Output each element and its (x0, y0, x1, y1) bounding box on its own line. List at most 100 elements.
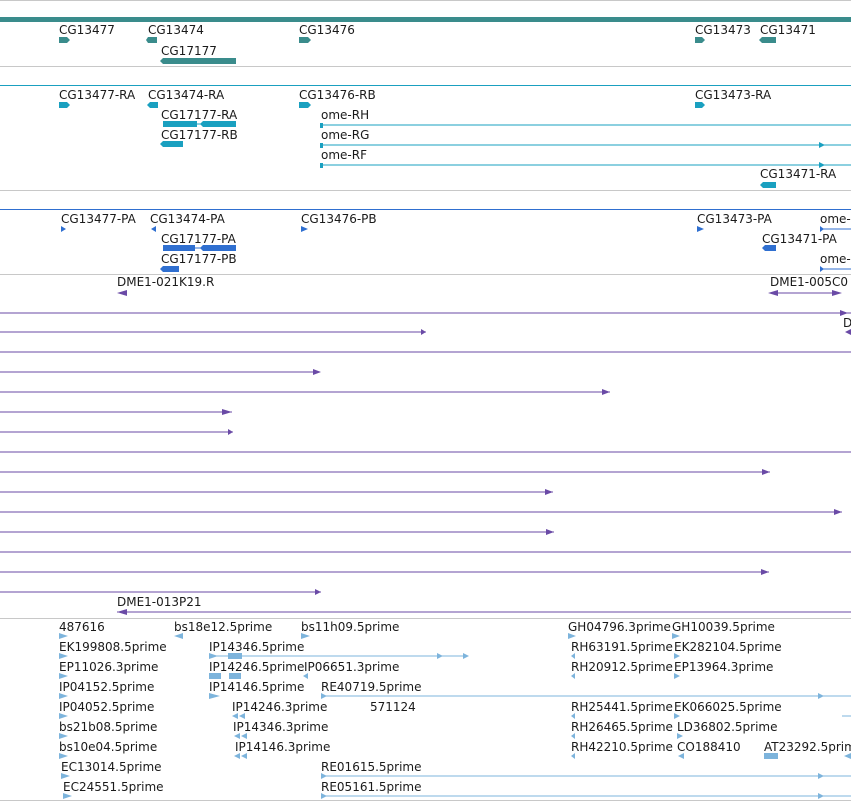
est-label-487616[interactable]: 487616 (59, 620, 105, 634)
est-label-bs18e12-5prime[interactable]: bs18e12.5prime (174, 620, 273, 634)
transcript-glyph-cg13477-ra (59, 102, 70, 108)
est-label-ip04052-5prime[interactable]: IP04052.5prime (59, 700, 155, 714)
transcript-label-cg13473-ra[interactable]: CG13473-RA (695, 88, 772, 102)
transcript-label-ome-rg[interactable]: ome-RG (321, 128, 370, 142)
est-glyph (844, 753, 851, 759)
est-glyph (59, 693, 68, 699)
est-label-bs21b08-5prime[interactable]: bs21b08.5prime (59, 720, 158, 734)
protein-label-cg13471-pa[interactable]: CG13471-PA (762, 232, 837, 246)
transcript-track-header-line (0, 85, 851, 86)
est-label-co188410[interactable]: CO188410 (677, 740, 741, 754)
est-label-bs11h09-5prime[interactable]: bs11h09.5prime (301, 620, 400, 634)
est-label-re40719-5prime[interactable]: RE40719.5prime (321, 680, 422, 694)
est-label-ip04152-5prime[interactable]: IP04152.5prime (59, 680, 155, 694)
est-label-ep13964-3prime[interactable]: EP13964.3prime (674, 660, 774, 674)
est-glyph (321, 773, 327, 779)
clone-glyph-dme1-005c0-right (832, 290, 842, 296)
est-label-bs10e04-5prime[interactable]: bs10e04.5prime (59, 740, 158, 754)
est-glyph (234, 733, 240, 739)
est-label-ld36802-5prime[interactable]: LD36802.5prime (677, 720, 778, 734)
est-label-ek282104-5prime[interactable]: EK282104.5prime (674, 640, 782, 654)
est-label-ip14146-3prime[interactable]: IP14146.3prime (235, 740, 331, 754)
est-label-rh20912-5prime[interactable]: RH20912.5prime (571, 660, 673, 674)
protein-label-cg17177-pb[interactable]: CG17177-PB (161, 252, 237, 266)
clone-label-dme1-013p21[interactable]: DME1-013P21 (117, 595, 202, 609)
est-label-ec24551-5prime[interactable]: EC24551.5prime (63, 780, 164, 794)
est-glyph (301, 633, 310, 639)
est-label-re01615-5prime[interactable]: RE01615.5prime (321, 760, 422, 774)
gene-label-cg13474[interactable]: CG13474 (148, 23, 204, 37)
transcript-label-cg17177-ra[interactable]: CG17177-RA (161, 108, 238, 122)
clone-row-end (845, 329, 851, 335)
gene-label-cg13473[interactable]: CG13473 (695, 23, 751, 37)
transcript-label-cg13471-ra[interactable]: CG13471-RA (760, 167, 837, 181)
est-label-ip14246-3prime[interactable]: IP14246.3prime (232, 700, 328, 714)
gene-label-cg13471[interactable]: CG13471 (760, 23, 816, 37)
protein-label-cg13476-pb[interactable]: CG13476-PB (301, 212, 377, 226)
clone-label-dme1-021k19-r[interactable]: DME1-021K19.R (117, 275, 215, 289)
est-glyph (234, 753, 240, 759)
transcript-glyph-ome-rg-start (320, 143, 323, 148)
transcript-label-ome-rf[interactable]: ome-RF (321, 148, 367, 162)
track-separator (0, 800, 851, 801)
est-glyph (677, 733, 683, 739)
est-glyph (209, 693, 220, 699)
transcript-glyph-ome-rf-start (320, 163, 323, 168)
protein-glyph-cg17177-pb (160, 266, 179, 272)
protein-label-cg13477-pa[interactable]: CG13477-PA (61, 212, 136, 226)
gene-label-cg17177[interactable]: CG17177 (161, 44, 217, 58)
transcript-label-ome-rh[interactable]: ome-RH (321, 108, 370, 122)
est-label-ip14346-5prime[interactable]: IP14346.5prime (209, 640, 305, 654)
est-label-rh42210-5prime[interactable]: RH42210.5prime (571, 740, 673, 754)
gene-track-header-bar (0, 17, 851, 22)
est-label-ec13014-5prime[interactable]: EC13014.5prime (61, 760, 162, 774)
est-glyph (818, 773, 824, 779)
protein-label-cg13474-pa[interactable]: CG13474-PA (150, 212, 225, 226)
est-label-at23292-5prime[interactable]: AT23292.5prime (764, 740, 851, 754)
protein-glyph-ome-2-start (820, 266, 824, 272)
est-label-gh04796-3prime[interactable]: GH04796.3prime (568, 620, 671, 634)
gene-glyph-cg13471 (759, 37, 776, 43)
transcript-label-cg13476-rb[interactable]: CG13476-RB (299, 88, 376, 102)
gene-label-cg13477[interactable]: CG13477 (59, 23, 115, 37)
est-label-ek199808-5prime[interactable]: EK199808.5prime (59, 640, 167, 654)
protein-glyph-cg13477-pa (61, 226, 66, 232)
protein-label-cg13473-pa[interactable]: CG13473-PA (697, 212, 772, 226)
protein-label-ome-2[interactable]: ome- (820, 252, 851, 266)
track-separator (0, 190, 851, 191)
est-label-ep11026-3prime[interactable]: EP11026.3prime (59, 660, 159, 674)
gene-label-cg13476[interactable]: CG13476 (299, 23, 355, 37)
transcript-label-cg17177-rb[interactable]: CG17177-RB (161, 128, 238, 142)
est-glyph (59, 733, 68, 739)
est-glyph (678, 753, 684, 759)
est-label-gh10039-5prime[interactable]: GH10039.5prime (672, 620, 775, 634)
est-glyph (241, 753, 247, 759)
gene-track (0, 0, 851, 67)
est-label-ip14246-5prime[interactable]: IP14246.5prime (209, 660, 305, 674)
est-label-ip14146-5prime[interactable]: IP14146.5prime (209, 680, 305, 694)
est-glyph (818, 693, 824, 699)
transcript-label-cg13474-ra[interactable]: CG13474-RA (148, 88, 225, 102)
transcript-label-cg13477-ra[interactable]: CG13477-RA (59, 88, 136, 102)
est-label-ek066025-5prime[interactable]: EK066025.5prime (674, 700, 782, 714)
est-label-ip06651-3prime[interactable]: IP06651.3prime (304, 660, 400, 674)
est-label-ip14346-3prime[interactable]: IP14346.3prime (233, 720, 329, 734)
est-label-571124[interactable]: 571124 (370, 700, 416, 714)
clone-row-end (228, 429, 233, 435)
clone-row-end (313, 369, 321, 375)
est-glyph (568, 633, 576, 639)
est-glyphs (59, 633, 851, 799)
clone-label-d[interactable]: D (843, 316, 851, 330)
est-glyph (59, 713, 68, 719)
est-glyph (61, 773, 70, 779)
protein-label-cg17177-pa[interactable]: CG17177-PA (161, 232, 236, 246)
est-label-rh63191-5prime[interactable]: RH63191.5prime (571, 640, 673, 654)
est-glyph (463, 653, 469, 659)
est-label-rh26465-5prime[interactable]: RH26465.5prime (571, 720, 673, 734)
est-glyph (571, 673, 575, 679)
protein-label-ome-1[interactable]: ome- (820, 212, 851, 226)
clone-label-dme1-005c0[interactable]: DME1-005C0 (770, 275, 849, 289)
est-label-re05161-5prime[interactable]: RE05161.5prime (321, 780, 422, 794)
est-glyph (174, 633, 183, 639)
est-label-rh25441-5prime[interactable]: RH25441.5prime (571, 700, 673, 714)
